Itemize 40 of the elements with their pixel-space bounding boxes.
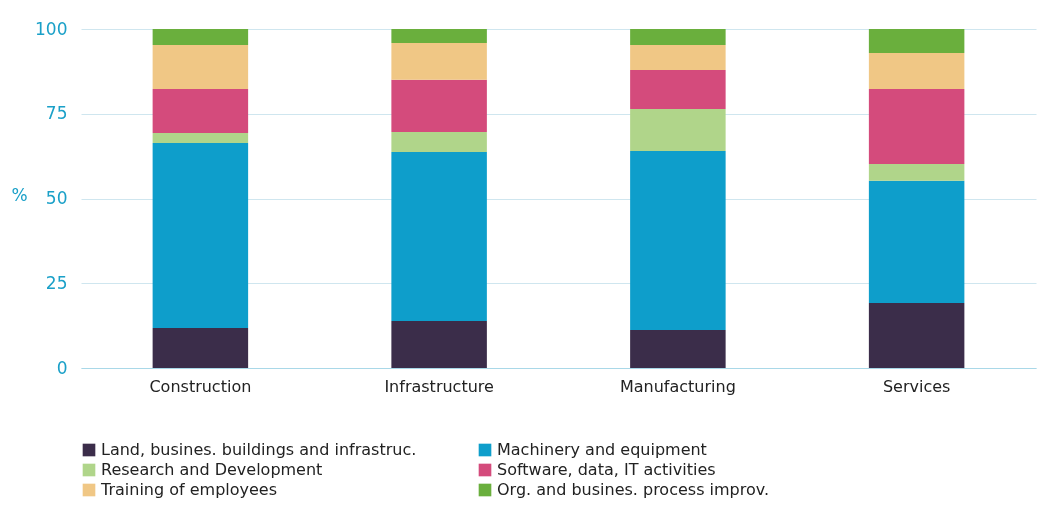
x-tick-label: Infrastructure bbox=[384, 376, 494, 396]
bar bbox=[391, 42, 487, 80]
y-tick-label: 25 bbox=[45, 272, 68, 293]
bar bbox=[868, 29, 965, 54]
bar bbox=[152, 328, 249, 368]
y-tick-label: 100 bbox=[35, 18, 68, 39]
legend-label: Training of employees bbox=[100, 480, 278, 499]
bar bbox=[152, 133, 249, 143]
bar bbox=[152, 142, 249, 328]
bar bbox=[152, 44, 249, 89]
bar bbox=[868, 53, 965, 89]
legend-label: Land, busines. buildings and infrastruc. bbox=[101, 440, 417, 459]
bar bbox=[391, 29, 487, 43]
bar bbox=[868, 89, 965, 164]
x-tick-label: Construction bbox=[149, 376, 252, 396]
bar bbox=[630, 29, 726, 45]
bar bbox=[391, 132, 487, 153]
bar bbox=[152, 29, 249, 45]
x-tick-label: Manufacturing bbox=[619, 376, 736, 396]
y-tick-label: 75 bbox=[45, 103, 68, 124]
bar bbox=[868, 180, 965, 303]
bar bbox=[630, 330, 726, 368]
bar bbox=[391, 152, 487, 321]
legend-label: Research and Development bbox=[101, 460, 323, 479]
bar bbox=[391, 320, 487, 368]
y-tick-label: 50 bbox=[45, 188, 68, 208]
y-tick-label: 0 bbox=[56, 357, 68, 378]
y-axis-title: % bbox=[11, 184, 28, 205]
bar bbox=[630, 44, 726, 71]
bar bbox=[868, 302, 965, 368]
x-tick-label: Services bbox=[882, 376, 951, 396]
bar bbox=[152, 89, 249, 134]
legend-label: Machinery and equipment bbox=[497, 440, 707, 459]
bar bbox=[630, 70, 726, 109]
legend-label: Software, data, IT activities bbox=[497, 460, 716, 479]
legend-label: Org. and busines. process improv. bbox=[497, 480, 770, 499]
bar bbox=[868, 163, 965, 181]
bar bbox=[630, 109, 726, 152]
bar bbox=[391, 79, 487, 133]
bar bbox=[630, 151, 726, 331]
